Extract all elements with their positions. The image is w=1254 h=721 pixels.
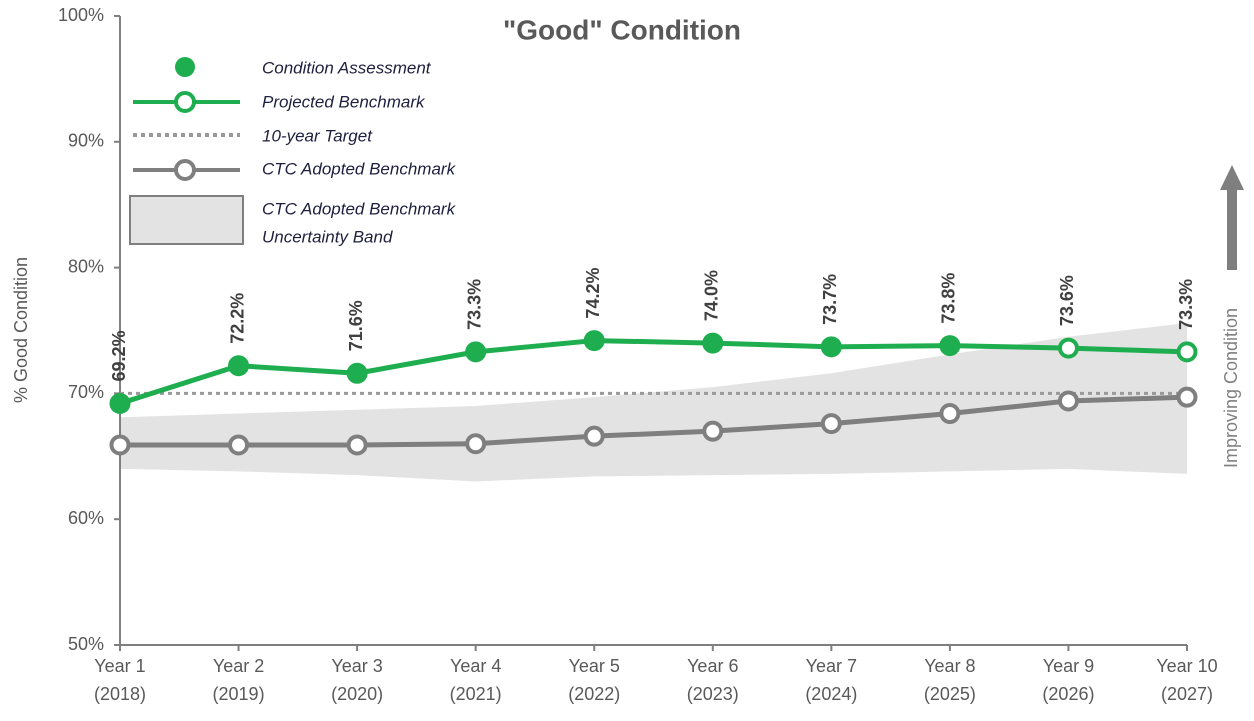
y-tick-label: 50% bbox=[68, 634, 104, 654]
data-label: 73.3% bbox=[464, 279, 484, 330]
legend-label: Uncertainty Band bbox=[262, 227, 393, 246]
marker bbox=[466, 342, 485, 361]
y-tick-label: 60% bbox=[68, 508, 104, 528]
marker bbox=[348, 364, 367, 383]
legend-label: Projected Benchmark bbox=[262, 92, 426, 111]
x-tick-label: Year 7 bbox=[806, 656, 857, 676]
data-label: 74.0% bbox=[702, 270, 722, 321]
x-tick-label: (2025) bbox=[924, 684, 976, 704]
x-tick-label: (2024) bbox=[805, 684, 857, 704]
legend-label: CTC Adopted Benchmark bbox=[262, 199, 457, 218]
legend-marker bbox=[174, 159, 196, 181]
legend-marker bbox=[174, 91, 196, 113]
x-tick-label: (2022) bbox=[568, 684, 620, 704]
x-tick-label: (2019) bbox=[213, 684, 265, 704]
x-tick-label: (2023) bbox=[687, 684, 739, 704]
marker bbox=[1176, 341, 1198, 363]
data-label: 73.6% bbox=[1057, 275, 1077, 326]
marker bbox=[939, 403, 961, 425]
x-tick-label: (2026) bbox=[1042, 684, 1094, 704]
y-tick-label: 70% bbox=[68, 382, 104, 402]
marker bbox=[111, 394, 129, 413]
plot-layer: 50% 60% 70% 80% 90% 100% Year 1 (2018) Year 2 (20… bbox=[58, 5, 1218, 704]
data-label: 69.2% bbox=[109, 330, 129, 381]
marker bbox=[1176, 386, 1198, 408]
marker bbox=[229, 356, 248, 375]
legend: Condition Assessment Projected Benchmark… bbox=[129, 57, 457, 246]
legend-label: 10-year Target bbox=[262, 126, 373, 145]
legend-marker bbox=[175, 57, 195, 77]
x-tick-label: Year 8 bbox=[924, 656, 975, 676]
marker bbox=[1057, 337, 1079, 359]
arrow bbox=[1220, 165, 1244, 270]
marker bbox=[228, 434, 250, 456]
x-tick-label: Year 5 bbox=[569, 656, 620, 676]
x-tick-label: Year 2 bbox=[213, 656, 264, 676]
y-axis-label: % Good Condition bbox=[11, 257, 31, 403]
x-tick-label: Year 6 bbox=[687, 656, 738, 676]
y-tick-label: 90% bbox=[68, 131, 104, 151]
data-label: 71.6% bbox=[346, 300, 366, 351]
x-tick-label: (2020) bbox=[331, 684, 383, 704]
x-tick-label: Year 1 bbox=[94, 656, 145, 676]
chart-title: "Good" Condition bbox=[503, 14, 741, 45]
y-tick-label: 100% bbox=[58, 5, 104, 25]
uncertainty-band bbox=[120, 322, 1187, 482]
data-label: 73.8% bbox=[939, 273, 959, 324]
x-tick-label: Year 10 bbox=[1156, 656, 1217, 676]
x-tick-label: Year 4 bbox=[450, 656, 501, 676]
marker bbox=[346, 434, 368, 456]
series-line bbox=[120, 394, 1188, 448]
marker bbox=[1057, 390, 1079, 412]
marker bbox=[585, 331, 604, 350]
x-tick-label: (2018) bbox=[94, 684, 146, 704]
x-tick-label: (2027) bbox=[1161, 684, 1213, 704]
data-layer: 69.2% 72.2% 71.6% 73.3% 74.2% 74.0% 73.7% 73.8%… bbox=[109, 268, 1198, 456]
annotation: Improving Condition bbox=[1221, 308, 1241, 468]
marker bbox=[702, 420, 724, 442]
x-tick-label: Year 9 bbox=[1043, 656, 1094, 676]
marker bbox=[703, 334, 722, 353]
data-label: 73.7% bbox=[820, 274, 840, 325]
legend-band bbox=[129, 195, 244, 245]
marker bbox=[109, 434, 131, 456]
x-tick-label: (2021) bbox=[450, 684, 502, 704]
marker bbox=[583, 425, 605, 447]
legend-label: Condition Assessment bbox=[262, 58, 432, 77]
data-label: 73.3% bbox=[1176, 279, 1196, 330]
x-tick-label: Year 3 bbox=[331, 656, 382, 676]
y-tick-label: 80% bbox=[68, 256, 104, 276]
marker bbox=[822, 337, 841, 356]
legend-label: CTC Adopted Benchmark bbox=[262, 159, 457, 178]
marker bbox=[940, 336, 959, 355]
marker bbox=[465, 433, 487, 455]
series-line bbox=[119, 338, 1188, 406]
marker bbox=[820, 413, 842, 435]
data-label: 72.2% bbox=[227, 293, 247, 344]
data-label: 74.2% bbox=[583, 268, 603, 319]
